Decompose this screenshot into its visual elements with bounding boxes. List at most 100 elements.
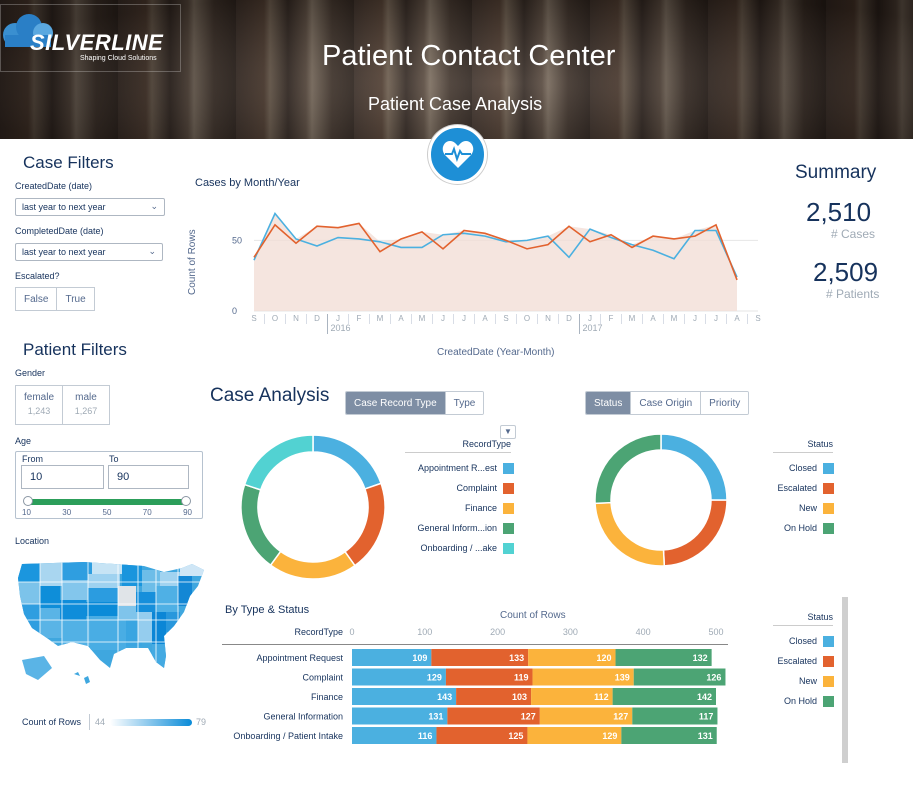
legend-label: Escalated	[777, 656, 817, 666]
legend-label: Finance	[464, 503, 497, 513]
stacked-bar-chart[interactable]: 0 100 200 300 400 500 Appointment Request 109 13…	[222, 620, 732, 750]
bar-header-rule	[222, 644, 728, 645]
bar-value-label: 127	[613, 712, 628, 722]
donut-slice	[662, 499, 728, 567]
x-tick-label: J	[693, 314, 697, 323]
gender-label: Gender	[15, 368, 46, 378]
age-tick: 30	[62, 508, 72, 517]
legend-menu-chevron-icon[interactable]: ▼	[500, 425, 516, 439]
legend-item[interactable]: Closed	[760, 631, 834, 651]
age-slider-max-handle[interactable]	[181, 496, 191, 506]
age-from-input[interactable]: 10	[21, 465, 104, 489]
x-tick-label: A	[482, 314, 488, 323]
age-from-label: From	[22, 454, 43, 464]
tab-case-origin[interactable]: Case Origin	[631, 392, 702, 414]
legend-item[interactable]: Escalated	[760, 478, 834, 498]
escalated-label: Escalated?	[15, 271, 60, 281]
legend-item[interactable]: Closed	[760, 458, 834, 478]
line-chart-title: Cases by Month/Year	[195, 177, 300, 189]
bar-value-label: 132	[693, 653, 708, 663]
page-title: Patient Contact Center	[322, 40, 616, 72]
bar-value-label: 129	[427, 673, 442, 683]
legend-item[interactable]: Escalated	[760, 651, 834, 671]
bar-value-label: 131	[428, 712, 443, 722]
age-tick: 50	[102, 508, 112, 517]
bar-chart-title: By Type & Status	[225, 604, 310, 616]
record-type-donut[interactable]	[238, 432, 388, 582]
bar-value-label: 116	[418, 731, 433, 741]
gender-female-count: 1,243	[27, 406, 51, 416]
legend-label: Complaint	[456, 483, 497, 493]
bar-segment	[531, 688, 613, 705]
x-tick-label: S	[503, 314, 508, 323]
bar-value-label: 112	[594, 692, 609, 702]
legend-item[interactable]: On Hold	[760, 691, 834, 711]
gender-female-button[interactable]: female 1,243	[16, 386, 63, 424]
legend-swatch	[823, 482, 834, 494]
bar-segment	[632, 707, 718, 725]
legend-item[interactable]: Onboarding / ...ake	[400, 538, 514, 558]
tab-status[interactable]: Status	[586, 392, 632, 414]
chevron-down-icon: ⌄	[150, 201, 158, 211]
completed-date-select[interactable]: last year to next year ⌄	[15, 243, 163, 261]
vertical-scrollbar[interactable]	[842, 597, 848, 763]
legend-label: Escalated	[777, 483, 817, 493]
bar-segment	[527, 727, 622, 744]
donut-slice	[594, 433, 662, 505]
escalated-true-button[interactable]: True	[65, 294, 86, 305]
bar-value-label: 117	[699, 712, 714, 722]
legend-item[interactable]: New	[760, 671, 834, 691]
legend-swatch	[823, 635, 834, 647]
patient-filters-title: Patient Filters	[23, 340, 127, 359]
x-tick-label: 500	[708, 627, 723, 637]
legend-label: General Inform...ion	[417, 523, 497, 533]
x-tick-label: 200	[490, 627, 505, 637]
legend-swatch	[823, 655, 834, 667]
age-tick: 10	[22, 508, 31, 517]
legend-item[interactable]: Appointment R...est	[400, 458, 514, 478]
age-slider-track[interactable]	[26, 499, 188, 505]
logo-tagline: Shaping Cloud Solutions	[80, 55, 157, 62]
line-chart[interactable]: 0 50 S O N D J F M A M J J A S O N D J F M A M J J A S 2016 2017	[222, 190, 782, 338]
created-date-select[interactable]: last year to next year ⌄	[15, 198, 165, 216]
x-tick-label: S	[755, 314, 760, 323]
tab-case-record-type[interactable]: Case Record Type	[346, 392, 446, 414]
line-chart-xlabel: CreatedDate (Year-Month)	[437, 347, 555, 358]
status-legend: Closed Escalated New On Hold	[760, 458, 834, 538]
age-to-input[interactable]: 90	[108, 465, 189, 489]
created-date-value: last year to next year	[22, 202, 106, 212]
tab-priority[interactable]: Priority	[701, 392, 749, 414]
line-chart-ylabel: Count of Rows	[187, 229, 198, 295]
patients-label: # Patients	[826, 287, 880, 301]
age-tick: 90	[183, 508, 192, 517]
donut-slice	[660, 433, 728, 501]
legend-item[interactable]: General Inform...ion	[400, 518, 514, 538]
bar-segment	[436, 727, 528, 744]
gender-male-button[interactable]: male 1,267	[63, 386, 109, 424]
bar-segment	[615, 649, 712, 666]
bar-value-label: 139	[615, 673, 630, 683]
series-area	[254, 213, 737, 311]
legend-item[interactable]: Finance	[400, 498, 514, 518]
y-tick-label: 50	[232, 235, 242, 245]
bar-value-label: 120	[597, 653, 612, 663]
legend-item[interactable]: Complaint	[400, 478, 514, 498]
x-tick-label: 400	[636, 627, 651, 637]
bar-chart-axis-title: Count of Rows	[500, 610, 566, 621]
map-legend-max: 79	[196, 717, 207, 727]
legend-item[interactable]: New	[760, 498, 834, 518]
bar-legend-title: Status	[773, 612, 833, 626]
us-map[interactable]	[14, 556, 210, 696]
status-donut[interactable]	[593, 432, 733, 572]
bar-value-label: 143	[437, 692, 452, 702]
donut-slice	[312, 434, 382, 490]
gender-female-label: female	[23, 392, 54, 403]
donut-slice	[240, 483, 282, 567]
bar-value-label: 142	[697, 692, 712, 702]
legend-item[interactable]: On Hold	[760, 518, 834, 538]
legend-label: On Hold	[783, 696, 817, 706]
x-tick-label: J	[462, 314, 466, 323]
tab-type[interactable]: Type	[445, 392, 484, 414]
age-slider-min-handle[interactable]	[23, 496, 33, 506]
escalated-false-button[interactable]: False	[16, 288, 58, 310]
